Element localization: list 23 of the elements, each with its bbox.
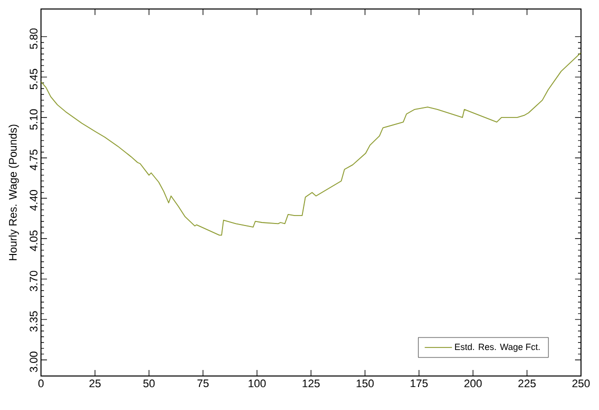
x-tick-label: 25 — [89, 380, 101, 388]
x-tick-label: 0 — [38, 380, 44, 388]
x-tick-label: 250 — [572, 380, 590, 388]
y-tick-label: 4.05 — [30, 230, 38, 252]
y-tick-label: 5.10 — [30, 109, 38, 130]
x-tick-label: 75 — [197, 380, 209, 388]
y-tick-label: 5.45 — [30, 68, 38, 90]
y-axis-title: Hourly Res. Wage (Pounds) — [8, 124, 19, 260]
x-tick-label: 100 — [248, 380, 266, 388]
x-tick-label: 175 — [410, 380, 428, 388]
x-tick-label: 50 — [143, 380, 155, 388]
y-tick-label: 3.35 — [30, 311, 38, 332]
x-tick-label: 125 — [302, 380, 320, 388]
line-series — [41, 52, 582, 236]
y-tick-label: 3.70 — [30, 270, 38, 292]
x-tick-label: 225 — [518, 380, 536, 388]
x-tick-label: 150 — [356, 380, 374, 388]
x-tick-label: 200 — [464, 380, 482, 388]
legend-label: Estd. Res. Wage Fct. — [455, 343, 540, 352]
y-tick-label: 4.40 — [30, 190, 38, 211]
y-tick-label: 3.00 — [30, 352, 38, 372]
y-tick-label: 4.75 — [30, 150, 38, 170]
y-tick-label: 5.80 — [30, 28, 38, 49]
